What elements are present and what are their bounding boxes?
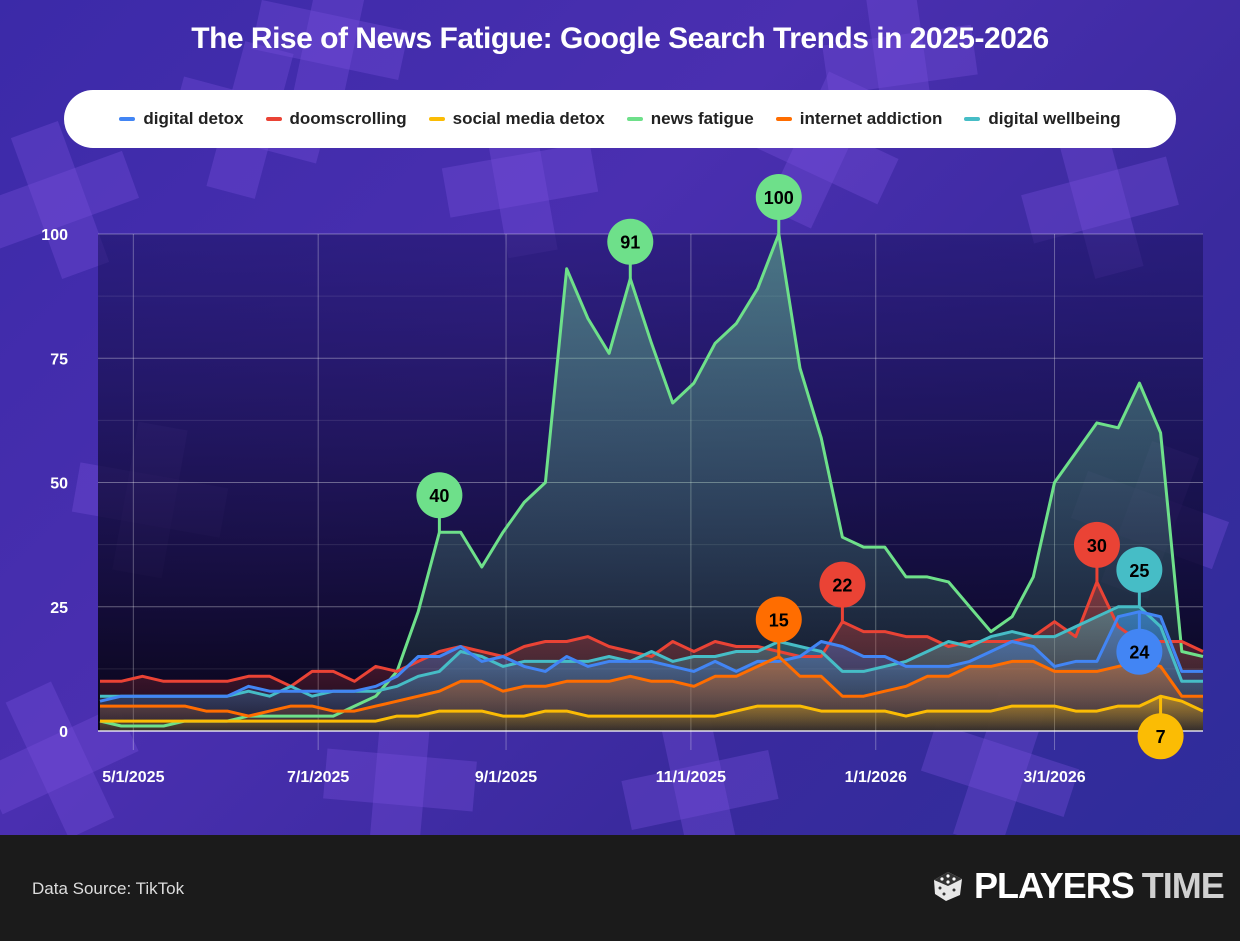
y-tick-label: 25 — [50, 600, 68, 617]
y-tick-label: 100 — [41, 227, 68, 244]
series-areas — [100, 234, 1203, 731]
callout-news-fatigue: 40 — [416, 472, 463, 533]
line-doomscrolling — [100, 580, 1204, 688]
x-tick-label: 1/1/2026 — [845, 769, 907, 786]
players-time-logo: PLAYERS TIME — [930, 865, 1225, 907]
legend-item[interactable]: digital wellbeing — [964, 109, 1121, 129]
callout-bubble — [607, 218, 654, 265]
callout-label: 22 — [832, 576, 852, 596]
legend-label: social media detox — [452, 109, 605, 128]
line-digital-detox — [99, 610, 1203, 703]
line-social-media-detox — [100, 694, 1204, 723]
line-internet-addiction — [100, 655, 1203, 718]
line-digital-wellbeing — [100, 605, 1203, 698]
legend-item[interactable]: doomscrolling — [265, 109, 407, 129]
legend-item[interactable]: social media detox — [428, 109, 605, 129]
callout-bubble — [1116, 546, 1163, 593]
callout-label: 100 — [764, 188, 794, 208]
legend-label: digital wellbeing — [988, 109, 1121, 128]
callout-digital-detox: 24 — [1116, 611, 1163, 675]
legend-label: doomscrolling — [289, 109, 407, 128]
legend-swatch — [119, 117, 136, 121]
y-tick-label: 50 — [50, 476, 68, 493]
callout-bubble — [1137, 713, 1184, 760]
footer: Data Source: TikTok PLAYERS TIME — [0, 835, 1240, 941]
x-tick-label: 7/1/2025 — [287, 769, 349, 786]
legend-swatch — [265, 117, 282, 121]
callout-doomscrolling: 30 — [1073, 521, 1120, 582]
series-lines — [99, 232, 1204, 728]
callout-label: 7 — [1156, 727, 1166, 747]
chart: 0 25 50 75 100 5/1/2025 7/1/2025 9/1/2025 11/1/2… — [41, 174, 1204, 786]
legend-item[interactable]: internet addiction — [775, 109, 943, 129]
chart-title: The Rise of News Fatigue: Google Search … — [191, 22, 1049, 55]
callouts: 24 22 30 7 40 91 100 15 25 — [416, 174, 1184, 760]
callout-label: 40 — [429, 486, 449, 506]
callout-bubble — [1073, 521, 1120, 568]
callout-bubble — [755, 174, 802, 220]
callout-internet-addiction: 15 — [755, 596, 802, 657]
logo-word-time: TIME — [1141, 865, 1225, 906]
legend-label: digital detox — [143, 109, 244, 128]
callout-label: 91 — [620, 233, 640, 253]
legend-label: internet addiction — [799, 109, 943, 128]
callout-digital-wellbeing: 25 — [1116, 546, 1163, 607]
callout-bubble — [1116, 628, 1163, 675]
callout-label: 25 — [1129, 561, 1149, 581]
x-tick-label: 5/1/2025 — [102, 769, 164, 786]
callout-bubble — [755, 596, 802, 643]
x-tick-label: 3/1/2026 — [1023, 769, 1085, 786]
callout-news-fatigue: 91 — [607, 218, 654, 279]
y-tick-label: 75 — [50, 351, 68, 368]
legend-label: news fatigue — [650, 109, 754, 128]
logo-word-players: PLAYERS — [974, 865, 1135, 906]
legend: digital detox doomscrolling social media d… — [64, 90, 1176, 148]
callout-label: 24 — [1129, 643, 1149, 663]
line-news-fatigue — [99, 232, 1204, 728]
x-tick-label: 11/1/2025 — [656, 769, 726, 786]
callout-label: 30 — [1087, 536, 1107, 556]
legend-item[interactable]: digital detox — [119, 109, 244, 129]
callout-news-fatigue: 100 — [755, 174, 802, 234]
axes: 0 25 50 75 100 5/1/2025 7/1/2025 9/1/2025 11/1/2… — [41, 227, 1203, 786]
legend-swatch — [775, 117, 792, 121]
callout-social-media-detox: 7 — [1137, 696, 1184, 760]
area-news-fatigue — [100, 234, 1203, 731]
legend-swatch — [626, 117, 643, 121]
callout-bubble — [416, 472, 463, 519]
data-source: Data Source: TikTok — [32, 879, 185, 898]
callout-doomscrolling: 22 — [819, 561, 866, 622]
legend-swatch — [428, 117, 445, 121]
dice-icon — [934, 872, 962, 901]
callout-label: 15 — [769, 610, 789, 630]
legend-swatch — [964, 117, 981, 121]
callout-bubble — [819, 561, 866, 608]
legend-item[interactable]: news fatigue — [626, 109, 754, 129]
y-tick-label: 0 — [59, 724, 68, 741]
x-tick-label: 9/1/2025 — [475, 769, 537, 786]
